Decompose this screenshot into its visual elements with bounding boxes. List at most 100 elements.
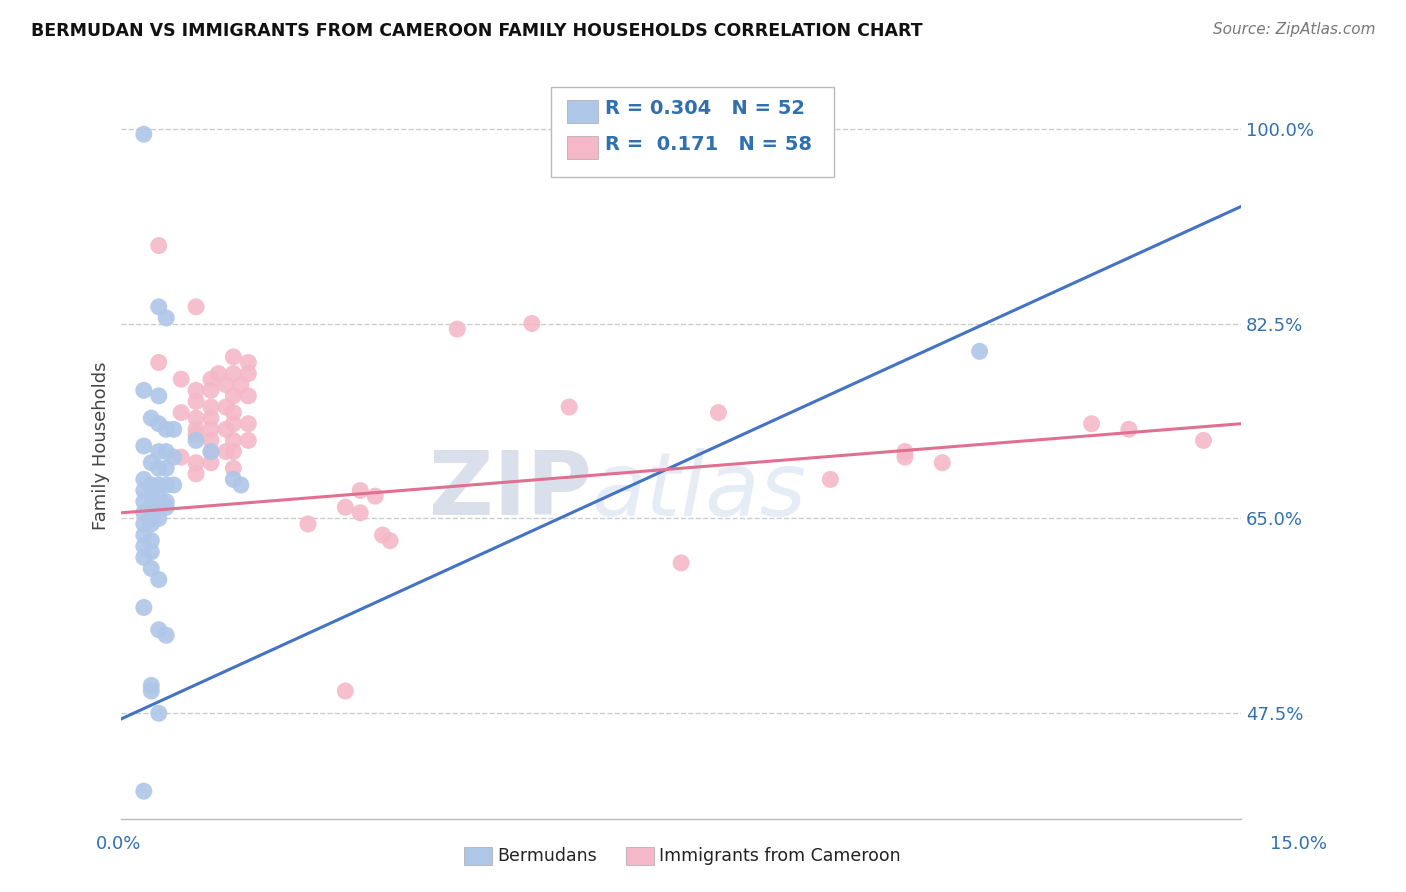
- Point: [446, 322, 468, 336]
- Point: [132, 472, 155, 486]
- Point: [222, 417, 245, 431]
- Point: [364, 489, 387, 503]
- Point: [200, 456, 222, 470]
- Point: [148, 461, 170, 475]
- Point: [148, 573, 170, 587]
- Point: [200, 372, 222, 386]
- Point: [184, 394, 207, 409]
- Text: 15.0%: 15.0%: [1270, 835, 1327, 853]
- Point: [335, 684, 357, 698]
- Point: [148, 478, 170, 492]
- Point: [155, 461, 177, 475]
- Point: [132, 784, 155, 798]
- Point: [132, 483, 155, 498]
- Point: [222, 389, 245, 403]
- Point: [1080, 417, 1102, 431]
- Point: [132, 516, 155, 531]
- Point: [200, 444, 222, 458]
- Point: [148, 500, 170, 515]
- Point: [170, 406, 193, 420]
- Point: [141, 516, 163, 531]
- Point: [132, 528, 155, 542]
- Point: [200, 422, 222, 436]
- Point: [229, 478, 252, 492]
- Point: [297, 516, 319, 531]
- Point: [520, 317, 543, 331]
- Point: [141, 478, 163, 492]
- Point: [371, 528, 394, 542]
- Point: [200, 434, 222, 448]
- Point: [184, 411, 207, 425]
- Point: [141, 545, 163, 559]
- Text: BERMUDAN VS IMMIGRANTS FROM CAMEROON FAMILY HOUSEHOLDS CORRELATION CHART: BERMUDAN VS IMMIGRANTS FROM CAMEROON FAM…: [31, 22, 922, 40]
- Point: [215, 400, 238, 414]
- Point: [155, 494, 177, 508]
- Point: [148, 706, 170, 721]
- Point: [132, 384, 155, 398]
- Point: [132, 600, 155, 615]
- Point: [238, 389, 260, 403]
- Point: [141, 411, 163, 425]
- Point: [141, 500, 163, 515]
- Point: [238, 355, 260, 369]
- Point: [132, 127, 155, 141]
- Point: [931, 456, 953, 470]
- Point: [132, 550, 155, 565]
- Point: [184, 456, 207, 470]
- Point: [184, 300, 207, 314]
- Point: [820, 472, 842, 486]
- Point: [378, 533, 401, 548]
- Point: [148, 238, 170, 252]
- Point: [155, 422, 177, 436]
- Point: [155, 500, 177, 515]
- Point: [132, 494, 155, 508]
- Point: [215, 444, 238, 458]
- Point: [200, 384, 222, 398]
- Point: [141, 511, 163, 525]
- Text: R =  0.171   N = 58: R = 0.171 N = 58: [605, 135, 811, 154]
- Point: [707, 406, 730, 420]
- Point: [148, 444, 170, 458]
- Point: [222, 444, 245, 458]
- Point: [200, 411, 222, 425]
- Y-axis label: Family Households: Family Households: [93, 362, 110, 530]
- Point: [969, 344, 991, 359]
- Point: [238, 367, 260, 381]
- Point: [184, 428, 207, 442]
- Point: [215, 422, 238, 436]
- Point: [894, 444, 917, 458]
- Point: [335, 500, 357, 515]
- Point: [148, 389, 170, 403]
- Point: [222, 406, 245, 420]
- Point: [148, 417, 170, 431]
- Point: [184, 422, 207, 436]
- Point: [238, 417, 260, 431]
- Point: [141, 533, 163, 548]
- Point: [141, 684, 163, 698]
- Point: [148, 300, 170, 314]
- Point: [132, 439, 155, 453]
- Text: ZIP: ZIP: [429, 447, 592, 534]
- Point: [222, 367, 245, 381]
- Point: [132, 539, 155, 553]
- Point: [222, 461, 245, 475]
- Point: [669, 556, 692, 570]
- Point: [222, 472, 245, 486]
- Point: [141, 561, 163, 575]
- Point: [238, 434, 260, 448]
- Point: [148, 623, 170, 637]
- Point: [170, 372, 193, 386]
- Text: Bermudans: Bermudans: [498, 847, 598, 865]
- Point: [1192, 434, 1215, 448]
- Point: [148, 489, 170, 503]
- Point: [222, 434, 245, 448]
- Point: [155, 444, 177, 458]
- Point: [184, 467, 207, 481]
- Point: [200, 400, 222, 414]
- Point: [155, 478, 177, 492]
- Point: [222, 350, 245, 364]
- Point: [229, 377, 252, 392]
- Point: [184, 434, 207, 448]
- Point: [163, 478, 186, 492]
- Point: [155, 310, 177, 325]
